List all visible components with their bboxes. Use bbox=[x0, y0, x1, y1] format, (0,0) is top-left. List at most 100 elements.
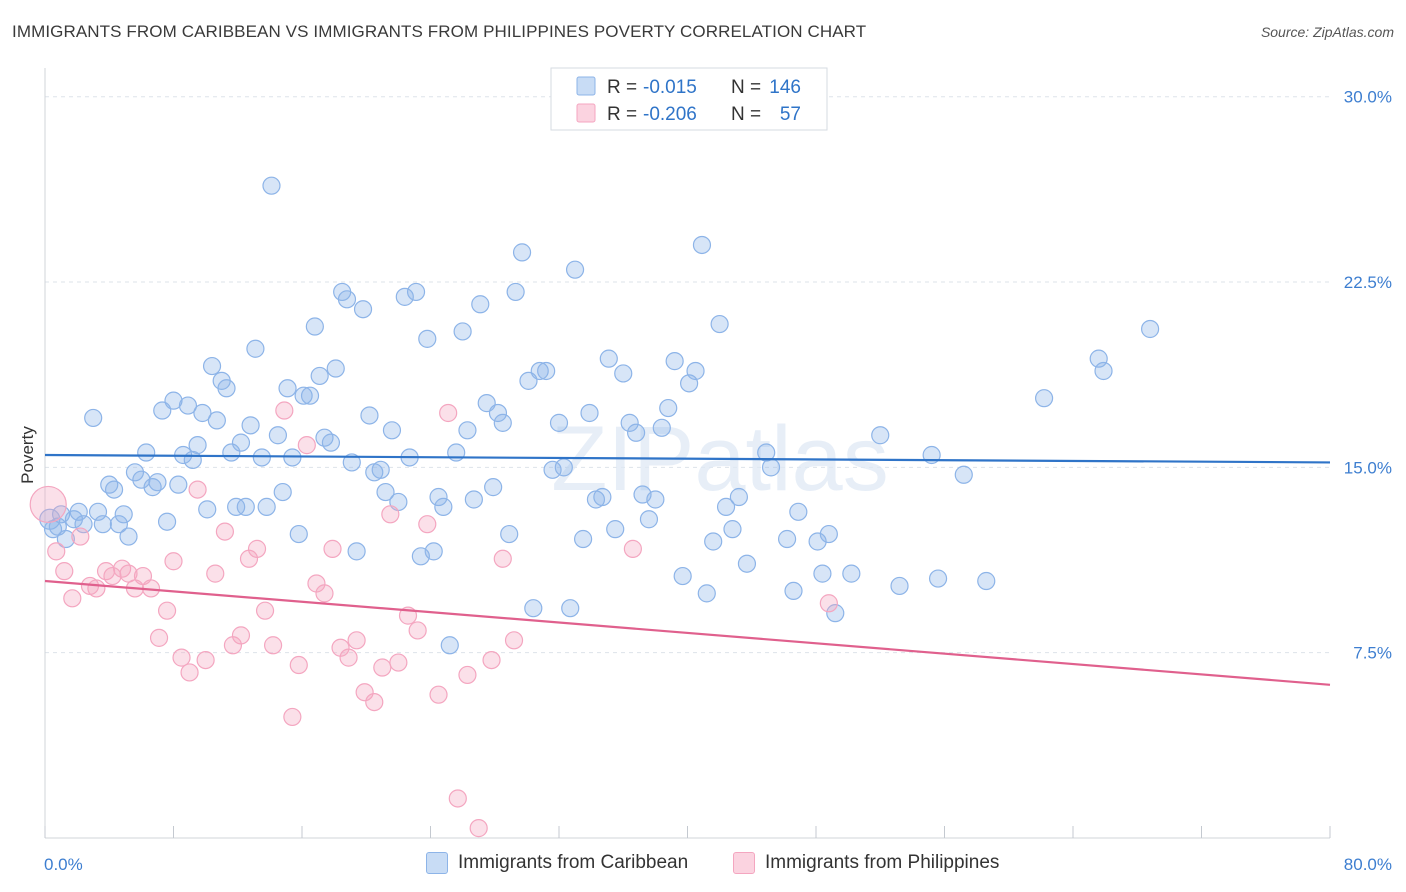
point-caribbean bbox=[429, 487, 448, 507]
point-caribbean bbox=[686, 361, 705, 381]
trend-line-caribbean bbox=[44, 453, 1331, 464]
point-caribbean bbox=[704, 532, 723, 551]
legend-item-philippines[interactable]: Immigrants from Philippines bbox=[733, 852, 999, 874]
point-caribbean bbox=[524, 599, 543, 618]
legend-swatch-caribbean bbox=[426, 852, 448, 874]
point-caribbean bbox=[137, 443, 156, 462]
point-philippines bbox=[247, 539, 267, 558]
point-caribbean bbox=[56, 529, 75, 549]
point-philippines bbox=[623, 539, 642, 558]
chart-title: IMMIGRANTS FROM CARIBBEAN VS IMMIGRANTS … bbox=[12, 22, 867, 41]
point-philippines bbox=[315, 584, 334, 603]
point-caribbean bbox=[673, 566, 692, 586]
point-caribbean bbox=[305, 317, 324, 336]
point-caribbean bbox=[842, 564, 861, 583]
point-philippines bbox=[365, 692, 384, 712]
point-caribbean bbox=[207, 411, 226, 430]
point-caribbean bbox=[580, 403, 599, 423]
point-caribbean bbox=[493, 413, 512, 432]
point-caribbean bbox=[606, 520, 625, 539]
point-caribbean bbox=[977, 571, 996, 591]
point-philippines bbox=[381, 505, 400, 524]
point-caribbean bbox=[761, 458, 781, 477]
point-caribbean bbox=[246, 339, 265, 358]
point-philippines bbox=[297, 436, 316, 455]
point-caribbean bbox=[543, 460, 562, 479]
point-philippines bbox=[157, 601, 177, 620]
point-caribbean bbox=[193, 403, 212, 423]
point-caribbean bbox=[784, 581, 803, 601]
point-caribbean bbox=[418, 329, 437, 348]
point-caribbean bbox=[593, 487, 612, 507]
point-philippines bbox=[206, 564, 225, 583]
trend-lines bbox=[44, 453, 1331, 686]
legend-label-philippines: Immigrants from Philippines bbox=[765, 852, 1000, 873]
point-caribbean bbox=[614, 364, 633, 383]
point-caribbean bbox=[573, 529, 593, 549]
point-caribbean bbox=[488, 403, 508, 423]
point-caribbean bbox=[561, 599, 580, 618]
point-caribbean bbox=[777, 529, 797, 549]
point-philippines bbox=[231, 626, 251, 645]
point-caribbean bbox=[198, 500, 217, 519]
point-caribbean bbox=[458, 421, 477, 440]
point-caribbean bbox=[737, 554, 757, 573]
point-caribbean bbox=[464, 490, 483, 509]
data-points bbox=[29, 176, 1160, 838]
point-caribbean bbox=[119, 527, 138, 546]
point-caribbean bbox=[93, 515, 112, 534]
y-tick-label: 15.0% bbox=[1344, 458, 1392, 477]
point-philippines bbox=[429, 685, 448, 704]
point-caribbean bbox=[440, 636, 459, 655]
point-caribbean bbox=[813, 564, 832, 583]
point-philippines bbox=[418, 515, 437, 534]
point-caribbean bbox=[252, 448, 271, 467]
point-caribbean bbox=[406, 282, 426, 302]
point-caribbean bbox=[169, 475, 188, 494]
point-philippines bbox=[188, 480, 207, 499]
point-caribbean bbox=[273, 482, 292, 502]
point-caribbean bbox=[434, 497, 453, 516]
stats-r-value: -0.015 bbox=[643, 77, 697, 98]
point-philippines bbox=[339, 648, 358, 667]
point-caribbean bbox=[1140, 319, 1160, 339]
point-caribbean bbox=[665, 352, 684, 371]
point-caribbean bbox=[43, 520, 63, 539]
point-caribbean bbox=[227, 497, 246, 516]
point-caribbean bbox=[471, 295, 490, 314]
point-caribbean bbox=[178, 396, 198, 415]
point-caribbean bbox=[241, 416, 260, 435]
legend-item-caribbean[interactable]: Immigrants from Caribbean bbox=[426, 852, 688, 874]
point-caribbean bbox=[500, 524, 519, 544]
y-tick-label: 22.5% bbox=[1344, 273, 1392, 292]
stats-n-value: 146 bbox=[769, 77, 801, 98]
point-caribbean bbox=[626, 423, 646, 442]
point-caribbean bbox=[353, 300, 373, 319]
point-philippines bbox=[289, 655, 308, 675]
point-philippines bbox=[164, 552, 183, 571]
point-philippines bbox=[283, 707, 302, 727]
source-label: Source: ZipAtlas.com bbox=[1260, 24, 1394, 40]
point-caribbean bbox=[697, 584, 716, 603]
point-philippines bbox=[172, 648, 191, 667]
point-caribbean bbox=[382, 421, 402, 440]
y-axis-label: Poverty bbox=[18, 426, 37, 484]
point-caribbean bbox=[620, 413, 639, 432]
point-caribbean bbox=[565, 260, 585, 279]
point-caribbean bbox=[549, 413, 569, 432]
y-tick-label: 30.0% bbox=[1344, 88, 1392, 107]
point-philippines bbox=[408, 621, 427, 640]
point-caribbean bbox=[164, 391, 183, 410]
point-caribbean bbox=[710, 314, 729, 334]
point-philippines bbox=[29, 485, 67, 524]
point-caribbean bbox=[871, 426, 890, 445]
series-legend: Immigrants from Caribbean Immigrants fro… bbox=[0, 850, 1406, 880]
point-caribbean bbox=[928, 569, 948, 588]
point-philippines bbox=[275, 401, 294, 420]
stats-swatch bbox=[576, 103, 596, 123]
point-philippines bbox=[819, 594, 838, 613]
point-caribbean bbox=[217, 379, 236, 398]
point-caribbean bbox=[202, 356, 222, 376]
point-philippines bbox=[482, 650, 501, 670]
point-caribbean bbox=[537, 361, 556, 381]
